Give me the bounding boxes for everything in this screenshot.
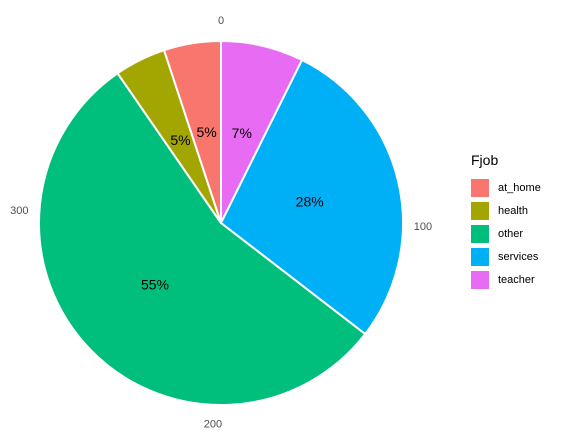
slice-label-teacher: 7% [232, 125, 252, 141]
axis-tick-300: 300 [10, 205, 28, 217]
axis-tick-0: 0 [218, 15, 224, 27]
slice-label-other: 55% [141, 276, 169, 292]
legend-key-other [471, 224, 489, 243]
legend-label-services: services [498, 250, 539, 263]
legend-item-teacher: teacher [471, 268, 541, 291]
legend-label-teacher: teacher [498, 273, 535, 286]
slice-label-health: 5% [170, 132, 190, 148]
legend-item-health: health [471, 199, 541, 222]
legend-label-at_home: at_home [498, 181, 541, 194]
axis-tick-100: 100 [414, 221, 432, 233]
angular-axis-ticks: 0 100 200 300 [10, 15, 432, 431]
legend-item-services: services [471, 245, 541, 268]
slice-percent-labels: 7% 28% 55% 5% 5% [141, 124, 324, 293]
pie-slice-at_home [162, 39, 222, 224]
legend-label-other: other [498, 227, 524, 240]
legend-key-services [471, 247, 489, 266]
legend-title: Fjob [471, 152, 499, 168]
pie-slice-services [219, 58, 404, 336]
pie-slice-other [38, 71, 367, 406]
legend-label-health: health [498, 204, 528, 217]
legend-item-other: other [471, 222, 541, 245]
slice-label-services: 28% [296, 193, 324, 209]
axis-tick-200: 200 [204, 419, 222, 431]
legend-key-health [471, 201, 489, 220]
legend-key-at_home [471, 178, 489, 197]
slice-label-at_home: 5% [196, 124, 216, 140]
pie-slices [38, 39, 404, 406]
legend-key-teacher [471, 270, 489, 289]
legend-item-at_home: at_home [471, 176, 541, 199]
